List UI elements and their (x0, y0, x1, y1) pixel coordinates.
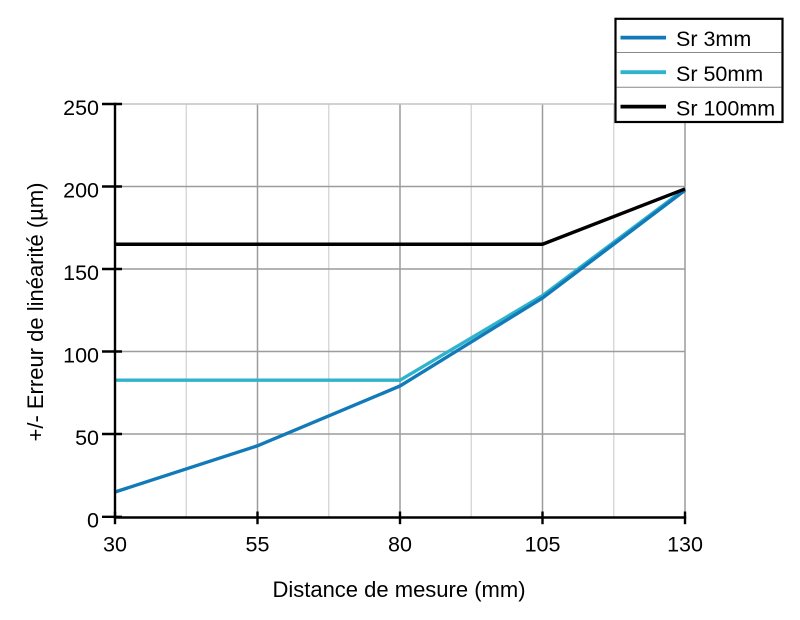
svg-text:100: 100 (63, 343, 99, 367)
svg-text:Sr 100mm: Sr 100mm (676, 96, 775, 120)
svg-text:+/- Erreur de linéarité (µm): +/- Erreur de linéarité (µm) (23, 182, 48, 441)
svg-text:Sr 50mm: Sr 50mm (676, 62, 763, 86)
svg-text:130: 130 (667, 533, 703, 557)
svg-text:Sr 3mm: Sr 3mm (676, 27, 751, 51)
svg-text:30: 30 (103, 533, 127, 557)
svg-text:200: 200 (63, 178, 99, 202)
svg-text:80: 80 (388, 533, 412, 557)
svg-text:0: 0 (87, 509, 99, 533)
svg-text:55: 55 (246, 533, 270, 557)
svg-text:Distance de mesure (mm): Distance de mesure (mm) (272, 577, 525, 602)
svg-text:250: 250 (63, 96, 99, 120)
svg-text:150: 150 (63, 261, 99, 285)
svg-text:50: 50 (75, 426, 99, 450)
svg-text:105: 105 (525, 533, 561, 557)
